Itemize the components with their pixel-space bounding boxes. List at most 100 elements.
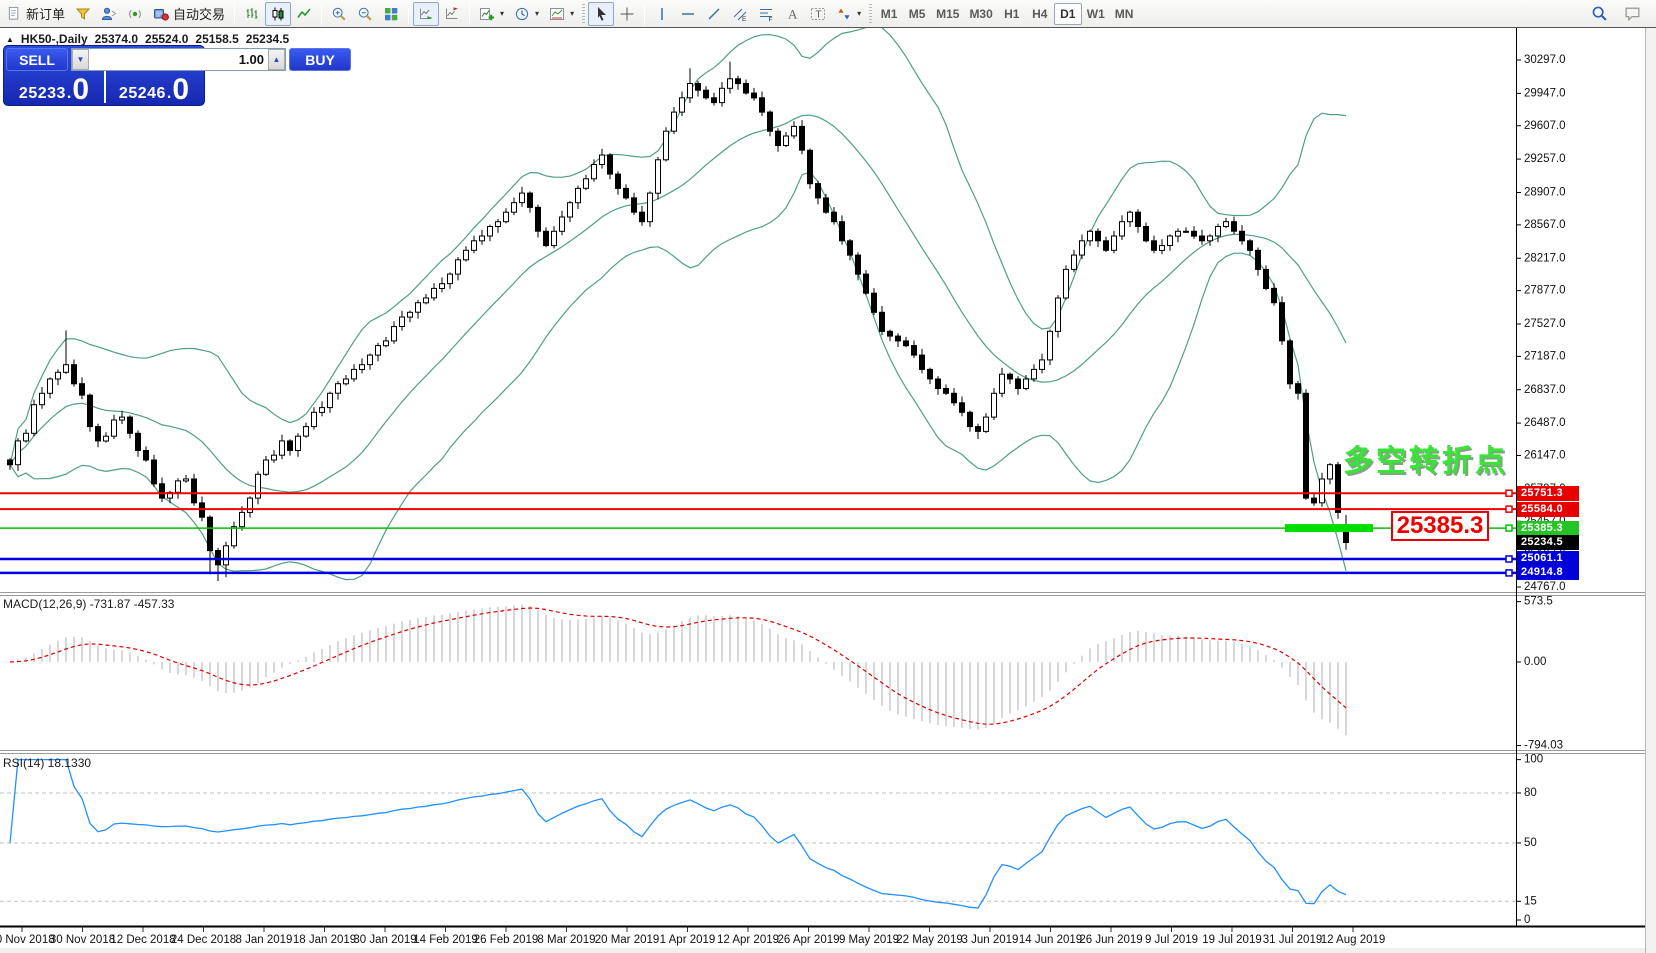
timeframe-button-m30[interactable]: M30 [964,3,997,25]
rsi-tick: 15 [1524,895,1537,907]
channel-tool-button[interactable]: E [727,2,753,26]
volume-decrease-button[interactable]: ▼ [72,49,89,70]
date-label: 26 Apr 2019 [777,934,839,946]
date-label: 1 Apr 2019 [660,934,716,946]
price-tick: 29947.0 [1524,87,1566,99]
macd-tick: 0.00 [1524,656,1546,668]
sell-button[interactable]: SELL [6,48,68,71]
price-label-25061.1: 25061.1 [1517,551,1579,567]
date-label: 9 Jul 2019 [1145,934,1198,946]
date-label: 31 Jul 2019 [1263,934,1322,946]
chart-canvas[interactable]: 30297.0 29947.0 29607.0 29257.0 28907.0 28567… [0,28,1656,953]
indicators-button[interactable]: ▾ [474,2,509,26]
auto-scroll-button[interactable] [413,1,440,26]
dropdown-caret-icon: ▾ [857,9,862,18]
toolbar-grip[interactable] [869,3,873,24]
chart-low: 25158.5 [195,32,239,46]
arrows-tool-button[interactable]: ▾ [831,2,866,26]
price-tick: 30297.0 [1524,54,1566,66]
date-label: 12 Aug 2019 [1321,934,1386,946]
timeframe-button-d1[interactable]: D1 [1053,2,1082,25]
timeframe-button-mn[interactable]: MN [1110,3,1139,25]
zoom-out-button[interactable] [352,2,378,26]
trendline-tool-button[interactable] [701,2,727,26]
chart-high: 25524.0 [145,32,189,46]
bar-chart-mode-button[interactable] [239,2,265,26]
svg-text:E: E [742,16,747,22]
autotrading-button[interactable]: 自动交易 [148,2,230,26]
zoom-in-button[interactable] [326,2,352,26]
templates-button[interactable]: ▾ [544,2,579,26]
new-order-button[interactable]: 新订单 [2,2,70,26]
panel-divider [104,71,106,103]
signal-icon [127,6,143,22]
crosshair-tool-button[interactable] [614,2,640,26]
periods-button[interactable]: ▾ [509,2,544,26]
price-label-25584.0: 25584.0 [1517,501,1579,517]
buy-price-big-digit: 0 [172,73,190,106]
date-label: 30 Nov 2018 [50,934,115,946]
chart-symbol-period: HK50-,Daily [20,32,88,46]
vertical-scrollbar[interactable] [1645,28,1656,953]
auto-scroll-icon [418,6,434,22]
line-chart-icon [296,6,312,22]
toolbar-separator [234,2,236,25]
navigator-button[interactable] [122,2,148,26]
rsi-tick: 100 [1524,754,1543,766]
sell-price-dot: . [66,85,72,102]
autotrading-label: 自动交易 [173,7,226,22]
timeframe-button-w1[interactable]: W1 [1082,3,1110,25]
chat-bubble-icon [1624,5,1641,22]
price-label-25234.5: 25234.5 [1517,534,1579,550]
text-tool-button[interactable]: A [779,2,805,26]
toolbar-grip[interactable] [582,3,586,24]
timeframe-button-m5[interactable]: M5 [903,3,931,25]
fibonacci-tool-button[interactable]: F [753,2,779,26]
timeframe-button-m1[interactable]: M1 [875,3,903,25]
chart-shift-button[interactable] [439,2,465,26]
buy-button[interactable]: BUY [289,48,351,71]
arrows-icon [836,6,852,22]
price-tick: 26487.0 [1524,417,1566,429]
sell-price-int: 25233 [18,85,66,102]
search-button[interactable] [1586,2,1613,26]
rsi-tick: 80 [1524,787,1537,799]
rsi-indicator-label: RSI(14) 18.1330 [3,756,92,770]
volume-input[interactable] [89,49,268,70]
volume-increase-button[interactable]: ▲ [268,49,285,70]
chart-open: 25374.0 [94,32,139,46]
rsi-tick: 50 [1524,837,1537,849]
volume-stepper: ▼ ▲ [71,48,286,71]
horizontal-line-tool-button[interactable] [675,2,701,26]
cursor-tool-button[interactable] [588,1,615,26]
date-label: 18 Jan 2019 [293,934,356,946]
text-label-icon: T [810,6,826,22]
line-chart-mode-button[interactable] [291,2,317,26]
sell-price[interactable]: 25233. 0 [4,73,104,105]
text-label-tool-button[interactable]: T [805,2,831,26]
annotation-turning-point[interactable]: 多空转折点 [1343,445,1508,478]
macd-tick: -794.03 [1524,740,1563,752]
svg-text:T: T [816,9,822,20]
vertical-line-tool-button[interactable] [649,2,675,26]
svg-text:A: A [788,6,798,21]
timeframe-button-h1[interactable]: H1 [998,3,1026,25]
annotation-price-level-box[interactable]: 25385.3 [1391,511,1489,541]
chart-title: ▲ HK50-,Daily 25374.0 25524.0 25158.5 25… [6,32,289,46]
tile-windows-button[interactable] [378,2,404,26]
candlestick-mode-button[interactable] [265,1,292,26]
funnel-icon [75,6,91,22]
chat-button[interactable] [1619,2,1646,26]
timeframe-button-m15[interactable]: M15 [931,3,964,25]
profiles-button[interactable] [70,2,96,26]
cursor-icon [593,6,609,22]
one-click-trading-panel: SELL ▼ ▲ BUY 25233.0 25246.0 [3,45,351,106]
text-a-icon: A [784,6,800,22]
market-watch-button[interactable] [96,2,122,26]
buy-price[interactable]: 25246. 0 [104,73,204,105]
crosshair-icon [619,6,635,22]
timeframe-button-h4[interactable]: H4 [1026,3,1054,25]
date-label: 19 Jul 2019 [1202,934,1261,946]
price-label-25751.3: 25751.3 [1517,485,1579,501]
new-order-label: 新订单 [26,7,66,22]
